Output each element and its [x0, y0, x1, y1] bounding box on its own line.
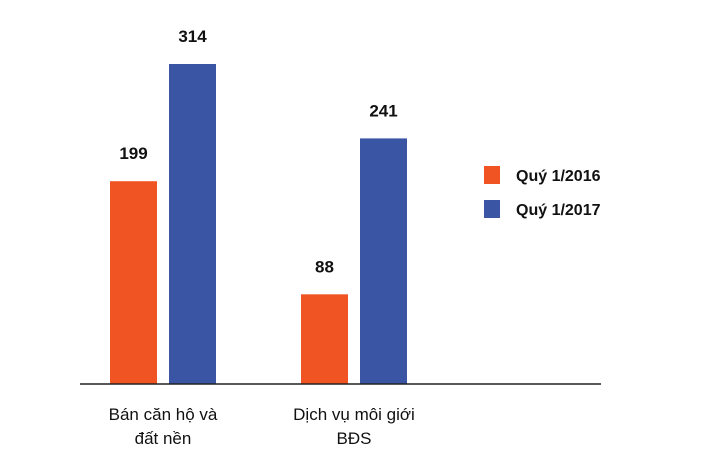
legend-swatch-0 [484, 166, 500, 184]
value-label-0-1: 314 [178, 27, 207, 46]
legend-swatch-1 [484, 200, 500, 218]
category-label-1-line-1: BĐS [337, 429, 372, 448]
value-label-1-1: 241 [369, 101, 397, 120]
value-label-0-0: 199 [119, 144, 147, 163]
bar-0-0 [110, 181, 157, 384]
bars-layer [110, 64, 407, 384]
category-labels-layer: Bán căn hộ và đất nền Dịch vụ môi giới BĐS [109, 405, 415, 448]
category-label-1-line-0: Dịch vụ môi giới [293, 405, 415, 424]
category-label-0-line-1: đất nền [135, 429, 192, 448]
value-labels-layer: 199 314 88 241 [119, 27, 397, 276]
legend-label-0: Quý 1/2016 [516, 168, 601, 185]
legend: Quý 1/2016 Quý 1/2017 [484, 166, 601, 219]
bar-0-1 [169, 64, 216, 384]
category-label-0-line-0: Bán căn hộ và [109, 405, 218, 424]
value-label-1-0: 88 [315, 257, 334, 276]
bar-1-0 [301, 294, 348, 384]
legend-label-1: Quý 1/2017 [516, 202, 601, 219]
bar-1-1 [360, 138, 407, 384]
